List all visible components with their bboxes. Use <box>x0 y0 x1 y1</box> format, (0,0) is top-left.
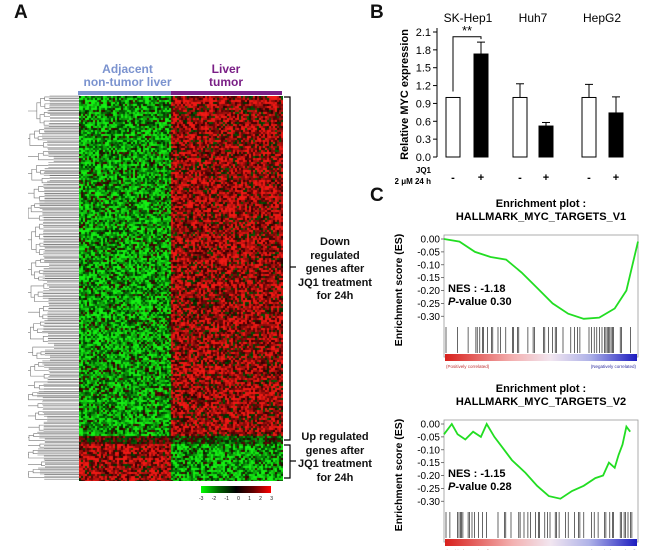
y-tick-label: -0.25 <box>417 484 440 495</box>
x-category-label: - <box>451 172 455 184</box>
p-value-label: P-value 0.28 <box>448 481 512 493</box>
gsea-plot-v2: Enrichment plot :HALLMARK_MYC_TARGETS_V2… <box>393 383 639 550</box>
y-tick-label: 0.3 <box>416 134 431 146</box>
p-value-label: P-value 0.30 <box>448 296 512 308</box>
label-up-regulated: Up regulated genes after JQ1 treatment f… <box>295 431 375 485</box>
gsea-title-line1: Enrichment plot : <box>496 198 586 210</box>
y-tick-label: -0.25 <box>417 299 440 310</box>
y-tick-label: 0.00 <box>421 235 441 246</box>
x-row-label: JQ1 <box>416 166 432 175</box>
bar <box>445 96 461 158</box>
y-tick-label: -0.15 <box>417 273 440 284</box>
y-tick-label: 0.9 <box>416 98 431 110</box>
label-up-line1: Up regulated <box>301 431 369 443</box>
nes-label: NES : -1.15 <box>448 468 505 480</box>
label-up-line4: for 24h <box>316 471 354 484</box>
label-up-line2: genes after <box>305 444 365 457</box>
panel-label-c: C <box>370 185 384 206</box>
label-down-line1: Down <box>320 236 350 248</box>
colorbar <box>201 486 271 493</box>
group-label-adjacent-line2: non-tumor liver <box>83 75 172 89</box>
bar <box>581 96 597 158</box>
group-bar-tumor <box>171 91 282 95</box>
expression-heatmap <box>79 96 283 481</box>
myc-expression-bar-chart: SK-Hep1 Huh7 HepG2 0.0 0.3 0.6 0.9 1.2 1.5 1.8 2.1… <box>395 11 624 186</box>
y-tick-label: 1.2 <box>416 81 431 93</box>
x-category-label: - <box>518 172 522 184</box>
y-tick-label: 1.8 <box>416 45 431 57</box>
negatively-correlated-label: (Negatively correlated) <box>591 364 637 369</box>
label-down-regulated: Down regulated genes after JQ1 treatment… <box>295 236 375 304</box>
colorbar-tick: 1 <box>248 496 251 502</box>
hit-ticks <box>445 512 633 538</box>
colorbar-tick: 3 <box>270 496 273 502</box>
y-tick-label: 0.0 <box>416 152 431 164</box>
y-tick-label: -0.20 <box>417 286 440 297</box>
enrichment-curve <box>443 238 639 320</box>
group-label-tumor-line1: Liver <box>211 62 241 76</box>
colorbar-ticks: -3 -2 -1 0 1 2 3 <box>199 496 273 502</box>
gene-dendrogram <box>28 95 80 480</box>
group-label-tumor-line2: tumor <box>209 75 243 89</box>
positively-correlated-label: (Positively correlated) <box>446 364 490 369</box>
panel-label-a: A <box>14 2 28 23</box>
label-up-line3: JQ1 treatment <box>298 458 372 470</box>
x-category-label: + <box>478 172 484 184</box>
bar <box>608 112 624 158</box>
y-tick-label: 1.5 <box>416 63 431 75</box>
gsea-title-line1: Enrichment plot : <box>496 383 586 395</box>
panel-label-b: B <box>370 2 384 23</box>
significance-bracket <box>452 36 482 92</box>
colorbar-tick: -2 <box>211 496 217 502</box>
rank-gradient-bar <box>445 354 637 361</box>
y-tick-label: -0.10 <box>417 445 440 456</box>
colorbar-tick: -1 <box>224 496 229 502</box>
y-axis-label: Enrichment score (ES) <box>393 234 405 347</box>
group-label-adjacent: Adjacent non-tumor liver <box>80 63 175 89</box>
y-tick-label: 2.1 <box>416 27 431 39</box>
x-row-label: 2 μM 24 h <box>395 177 431 186</box>
gsea-plot-v1: Enrichment plot :HALLMARK_MYC_TARGETS_V1… <box>393 198 639 369</box>
colorbar-tick: -3 <box>199 496 204 502</box>
bar <box>473 53 489 158</box>
label-down-line3: genes after <box>305 263 365 275</box>
y-tick-label: -0.30 <box>417 312 440 323</box>
x-category-label: - <box>587 172 591 184</box>
rank-gradient-bar <box>445 539 637 546</box>
colorbar-tick: 2 <box>259 496 262 502</box>
label-down-line2: regulated <box>310 249 360 262</box>
colorbar-tick: 0 <box>237 496 240 502</box>
group-title: Huh7 <box>519 11 548 25</box>
gsea-title-line2: HALLMARK_MYC_TARGETS_V2 <box>456 396 626 408</box>
y-tick-label: -0.30 <box>417 497 440 508</box>
y-tick-label: -0.05 <box>417 247 440 258</box>
hit-ticks <box>445 327 631 353</box>
bracket-down <box>284 96 291 441</box>
bar <box>512 96 528 158</box>
group-label-adjacent-line1: Adjacent <box>102 62 153 76</box>
label-down-line4: JQ1 treatment <box>298 276 372 289</box>
nes-label: NES : -1.18 <box>448 283 505 295</box>
bar <box>538 125 554 158</box>
bracket-up <box>284 444 291 479</box>
y-tick-label: -0.05 <box>417 432 440 443</box>
group-bar-adjacent <box>78 91 171 95</box>
y-axis-label: Enrichment score (ES) <box>393 419 405 532</box>
group-label-tumor: Liver tumor <box>172 63 280 89</box>
label-down-line5: for 24h <box>316 290 354 302</box>
group-title: SK-Hep1 <box>444 11 493 25</box>
y-tick-label: 0.6 <box>416 116 431 128</box>
gsea-title-line2: HALLMARK_MYC_TARGETS_V1 <box>456 211 626 223</box>
y-axis-label: Relative MYC expression <box>399 29 411 160</box>
group-title: HepG2 <box>583 11 621 25</box>
y-tick-label: -0.15 <box>417 458 440 469</box>
x-category-label: + <box>613 172 619 184</box>
y-tick-label: -0.10 <box>417 260 440 271</box>
y-tick-label: 0.00 <box>421 420 441 431</box>
y-tick-label: -0.20 <box>417 471 440 482</box>
x-category-label: + <box>543 172 549 184</box>
enrichment-curve <box>443 422 631 500</box>
cluster-brackets <box>284 96 296 479</box>
significance-label: ** <box>462 23 472 38</box>
